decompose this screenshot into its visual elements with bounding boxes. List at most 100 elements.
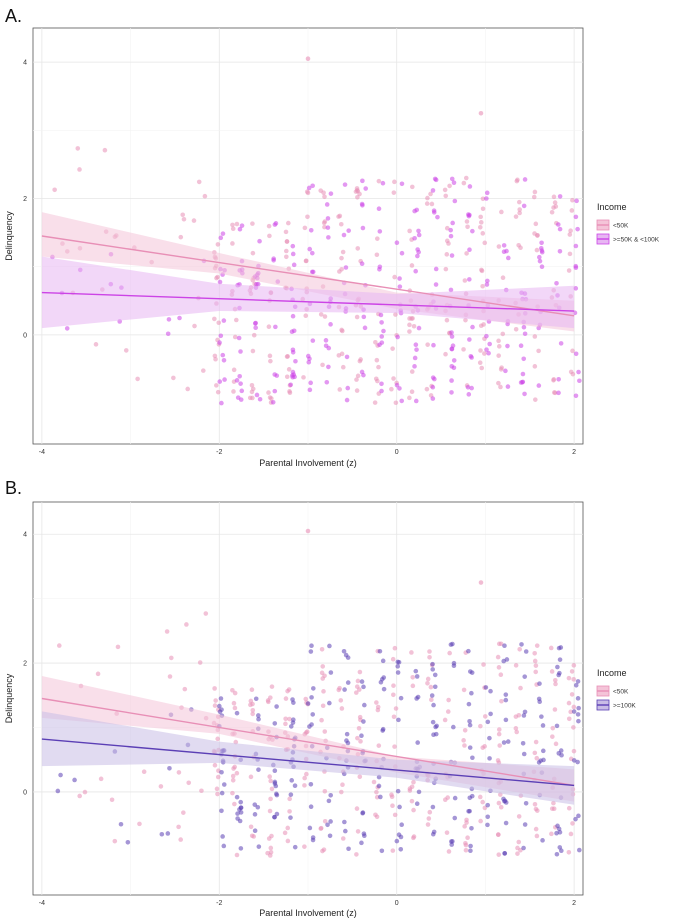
data-point [480,283,485,289]
data-point [425,680,430,686]
x-tick-label: 0 [395,449,399,456]
data-point [536,348,541,354]
data-point [523,649,529,654]
data-point [415,740,420,745]
data-point [220,834,225,839]
data-point [575,696,581,701]
data-point [327,643,332,649]
data-point [464,817,469,823]
data-point [304,771,309,777]
data-point [75,146,81,151]
data-point [284,239,290,244]
data-point [182,686,188,692]
data-point [410,683,416,689]
data-point [567,251,573,257]
data-point [286,220,291,226]
data-point [515,845,520,851]
data-point [291,328,297,334]
data-point [307,246,313,252]
data-point [252,828,258,834]
data-point-outlier [478,580,484,585]
data-point [480,206,486,212]
data-point [219,790,225,796]
data-point [424,386,430,392]
data-point [341,648,347,654]
data-point [328,322,333,327]
data-point [430,661,435,667]
data-point [357,191,362,197]
data-point [233,317,239,323]
data-point [232,801,237,807]
data-point [397,284,403,289]
data-point [357,774,363,780]
data-point [358,739,363,744]
x-tick-label: -4 [39,900,45,907]
data-point [93,342,99,347]
data-point [553,681,558,687]
data-point [290,349,296,355]
data-point [239,223,245,228]
data-point [549,831,554,837]
data-point [272,814,277,820]
data-point [575,759,580,765]
data-point [125,839,131,845]
data-point [424,201,430,206]
data-point [442,187,448,193]
data-point [556,222,561,227]
data-point [568,831,574,837]
data-point [452,795,458,801]
data-point [570,348,575,354]
data-point [413,668,419,674]
data-point [555,664,560,670]
data-point [430,384,436,390]
data-point [498,641,504,647]
data-point [496,244,502,249]
data-point [392,812,398,818]
data-point [391,683,396,688]
data-point [449,176,455,182]
data-point [537,254,542,260]
data-point [397,386,402,391]
data-point [502,643,507,648]
data-point [292,844,298,850]
data-point [322,789,328,794]
data-point [266,390,271,395]
data-point [291,262,297,268]
data-point [285,838,291,844]
data-point [566,700,572,706]
data-point [310,712,316,717]
data-point [432,376,437,382]
data-point [571,748,577,754]
data-point [327,833,333,839]
data-point [181,216,187,222]
legend-title: Income [597,668,627,678]
data-point [513,214,519,219]
data-point [461,180,467,186]
data-point [274,791,279,797]
data-point [217,340,222,345]
data-point [375,707,381,713]
data-point [484,282,490,287]
data-point [215,389,221,395]
data-point [115,644,121,650]
data-point [380,726,386,732]
data-point [339,706,345,711]
data-point [482,714,488,719]
data-point [480,231,486,236]
data-point [321,689,326,694]
data-point [318,188,324,193]
data-point [514,178,520,184]
data-point [432,684,438,690]
data-point [444,317,450,323]
data-point [447,183,452,189]
data-point [505,343,510,349]
data-point [250,711,255,717]
data-point [449,378,454,383]
data-point [235,811,240,816]
data-point [268,796,273,802]
data-point [302,225,308,231]
data-point [308,227,314,233]
data-point [82,789,88,795]
y-tick-label: 0 [23,789,27,796]
data-point [399,822,404,828]
